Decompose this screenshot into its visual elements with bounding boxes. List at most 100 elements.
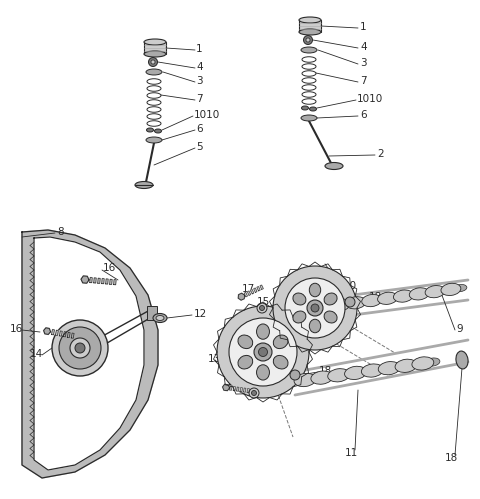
Polygon shape <box>22 230 158 478</box>
Ellipse shape <box>342 370 356 378</box>
Text: 13: 13 <box>208 354 221 364</box>
Ellipse shape <box>238 355 252 369</box>
Text: 14: 14 <box>30 349 43 359</box>
Ellipse shape <box>144 51 166 57</box>
Ellipse shape <box>293 293 306 305</box>
Ellipse shape <box>146 69 162 75</box>
Polygon shape <box>233 387 236 391</box>
Polygon shape <box>71 333 74 338</box>
Ellipse shape <box>425 285 445 298</box>
Polygon shape <box>63 332 66 337</box>
Text: 1: 1 <box>360 22 367 32</box>
Polygon shape <box>247 291 251 295</box>
Ellipse shape <box>301 106 309 110</box>
Polygon shape <box>244 292 248 297</box>
Polygon shape <box>251 289 254 294</box>
Ellipse shape <box>330 299 350 311</box>
Polygon shape <box>102 278 104 284</box>
Ellipse shape <box>441 283 461 295</box>
Ellipse shape <box>135 182 153 189</box>
Polygon shape <box>94 278 96 283</box>
Circle shape <box>217 306 309 398</box>
Circle shape <box>290 370 300 380</box>
Polygon shape <box>240 388 242 392</box>
Ellipse shape <box>293 311 306 323</box>
Ellipse shape <box>299 29 321 35</box>
Ellipse shape <box>328 369 349 382</box>
Text: 9: 9 <box>456 324 463 334</box>
Text: 18: 18 <box>445 453 458 463</box>
Ellipse shape <box>412 357 434 370</box>
Text: 8: 8 <box>57 227 64 237</box>
Ellipse shape <box>144 39 166 45</box>
Ellipse shape <box>146 128 154 132</box>
Polygon shape <box>60 331 62 336</box>
Ellipse shape <box>238 335 252 349</box>
Ellipse shape <box>422 289 435 296</box>
Text: 2: 2 <box>377 149 384 159</box>
Ellipse shape <box>309 283 321 297</box>
Polygon shape <box>51 329 54 335</box>
Polygon shape <box>98 278 100 283</box>
Ellipse shape <box>346 297 366 309</box>
Ellipse shape <box>375 365 389 373</box>
Text: 6: 6 <box>196 124 203 134</box>
Ellipse shape <box>426 358 440 366</box>
Polygon shape <box>34 237 144 470</box>
Polygon shape <box>247 388 250 393</box>
Ellipse shape <box>324 311 337 323</box>
Polygon shape <box>81 276 89 283</box>
Circle shape <box>249 388 259 398</box>
Text: 15: 15 <box>257 297 270 307</box>
Bar <box>147 306 157 320</box>
Circle shape <box>52 320 108 376</box>
Ellipse shape <box>153 313 167 322</box>
Ellipse shape <box>155 129 161 133</box>
Polygon shape <box>44 328 50 334</box>
Ellipse shape <box>456 351 468 369</box>
Text: 16: 16 <box>10 324 23 334</box>
Text: 3: 3 <box>196 76 203 86</box>
Ellipse shape <box>294 373 316 387</box>
Text: 4: 4 <box>360 42 367 52</box>
Ellipse shape <box>301 47 317 53</box>
Circle shape <box>303 35 312 44</box>
Ellipse shape <box>391 293 404 300</box>
Ellipse shape <box>409 288 429 300</box>
Text: 10: 10 <box>344 281 357 291</box>
Text: 17: 17 <box>242 284 255 294</box>
Polygon shape <box>67 332 70 338</box>
Ellipse shape <box>394 290 413 302</box>
Circle shape <box>229 318 297 386</box>
Ellipse shape <box>273 355 288 369</box>
Circle shape <box>345 297 355 307</box>
Circle shape <box>70 338 90 358</box>
Circle shape <box>259 347 267 356</box>
Ellipse shape <box>392 363 406 371</box>
Bar <box>144 42 166 54</box>
Circle shape <box>59 327 101 369</box>
Polygon shape <box>237 387 239 391</box>
Text: 1: 1 <box>196 44 203 54</box>
Text: 17: 17 <box>226 377 239 387</box>
Text: 1010: 1010 <box>194 110 220 120</box>
Ellipse shape <box>256 324 269 339</box>
Polygon shape <box>257 286 260 291</box>
Ellipse shape <box>273 335 288 349</box>
Ellipse shape <box>361 364 383 377</box>
Text: 15: 15 <box>249 382 262 392</box>
Polygon shape <box>223 384 229 391</box>
Text: 4: 4 <box>196 62 203 72</box>
Circle shape <box>151 60 155 64</box>
Ellipse shape <box>309 319 321 333</box>
Circle shape <box>148 57 157 66</box>
Circle shape <box>307 300 323 316</box>
Text: 6: 6 <box>360 110 367 120</box>
Ellipse shape <box>407 291 420 298</box>
Polygon shape <box>260 285 264 289</box>
Polygon shape <box>106 279 108 284</box>
Ellipse shape <box>395 359 417 372</box>
Ellipse shape <box>359 367 372 376</box>
Ellipse shape <box>409 360 423 368</box>
Circle shape <box>254 343 272 361</box>
